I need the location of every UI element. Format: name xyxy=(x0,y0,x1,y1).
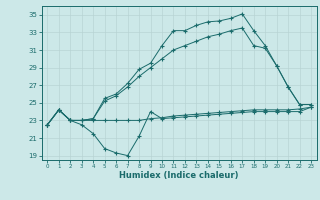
X-axis label: Humidex (Indice chaleur): Humidex (Indice chaleur) xyxy=(119,171,239,180)
